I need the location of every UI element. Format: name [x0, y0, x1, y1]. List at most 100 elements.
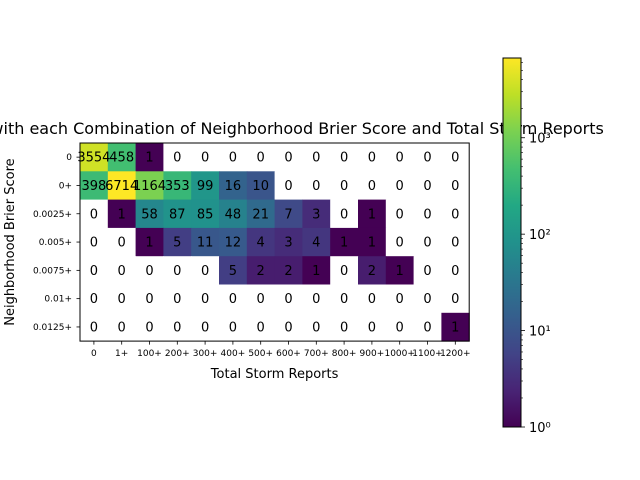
cell-value-label: 85 — [197, 207, 214, 222]
heatmap-cell — [302, 199, 331, 229]
cell-value-label: 0 — [312, 320, 320, 335]
x-tick-label: 1200+ — [440, 349, 470, 359]
cell-value-label: 2 — [284, 264, 292, 279]
cell-value-label: 3 — [312, 207, 320, 222]
heatmap-cell — [246, 312, 276, 342]
x-tick-label: 700+ — [304, 349, 329, 359]
x-tick-label: 0 — [91, 349, 97, 359]
heatmap-cell — [246, 143, 276, 172]
cell-value-label: 0 — [229, 292, 237, 307]
cell-value-label: 0 — [201, 320, 209, 335]
x-tick-label: 600+ — [276, 349, 301, 359]
cell-value-label: 0 — [118, 320, 126, 335]
cell-value-label: 1164 — [133, 179, 166, 194]
cell-value-label: 0 — [118, 292, 126, 307]
heatmap-cell — [163, 284, 192, 314]
colorbar-tick-label: 10² — [529, 228, 551, 243]
heatmap-cell — [274, 171, 303, 201]
cell-value-label: 16 — [225, 179, 242, 194]
heatmap-cell — [413, 171, 442, 201]
cell-value-label: 7 — [284, 207, 292, 222]
heatmap-cell — [163, 199, 192, 229]
cell-value-label: 0 — [368, 151, 376, 166]
x-tick-label: 400+ — [221, 349, 246, 359]
cell-value-label: 0 — [284, 179, 292, 194]
y-axis-label: Neighborhood Brier Score — [3, 158, 18, 325]
colorbar-tick-label: 10³ — [529, 132, 551, 147]
cell-value-label: 0 — [423, 179, 431, 194]
heatmap-cell — [330, 312, 359, 342]
heatmap-cell — [413, 227, 442, 257]
heatmap-cell — [413, 143, 442, 172]
cell-value-label: 0 — [257, 292, 265, 307]
cell-value-label: 0 — [145, 320, 153, 335]
cell-value-label: 0 — [312, 151, 320, 166]
cell-value-label: 0 — [90, 207, 98, 222]
heatmap-cell — [385, 143, 415, 172]
heatmap-cell — [107, 227, 137, 257]
heatmap-cell — [107, 256, 137, 285]
cell-value-label: 0 — [90, 292, 98, 307]
heatmap-cell — [219, 256, 248, 285]
heatmap-cell — [302, 284, 331, 314]
cell-value-label: 0 — [173, 320, 181, 335]
y-tick-label: 0.0125+ — [33, 323, 72, 333]
cell-value-label: 0 — [451, 236, 459, 251]
heatmap-cell — [80, 171, 109, 201]
heatmap-cell — [163, 171, 192, 201]
chart-title: Days with each Combination of Neighborho… — [0, 119, 604, 138]
heatmap-cell — [163, 227, 192, 257]
heatmap-cell — [330, 256, 359, 285]
heatmap-cell — [274, 284, 303, 314]
y-axis-ticks: 0 0+ 0.0025+ 0.005+ 0.0075+ 0.01+ 0.0125+ — [33, 153, 80, 333]
heatmap-cell — [107, 284, 137, 314]
heatmap-cell — [246, 227, 276, 257]
cell-value-label: 1 — [312, 264, 320, 279]
cell-value-label: 0 — [90, 320, 98, 335]
colorbar-tick-label: 10⁰ — [529, 421, 551, 436]
heatmap-cell — [413, 256, 442, 285]
cell-value-label: 3554 — [77, 151, 110, 166]
heatmap-cell — [163, 312, 192, 342]
cell-value-label: 0 — [312, 292, 320, 307]
cell-value-label: 0 — [340, 264, 348, 279]
heatmap-cell — [385, 312, 415, 342]
cell-value-label: 1 — [340, 236, 348, 251]
cell-value-label: 0 — [396, 179, 404, 194]
cell-value-label: 1 — [118, 207, 126, 222]
heatmap-cell — [80, 312, 109, 342]
heatmap-cell — [107, 171, 137, 201]
cell-value-label: 0 — [340, 292, 348, 307]
cell-value-label: 6714 — [105, 179, 138, 194]
heatmap-cell — [385, 256, 415, 285]
heatmap-cell — [358, 199, 387, 229]
cell-value-label: 0 — [173, 264, 181, 279]
heatmap-cell — [191, 199, 220, 229]
cell-value-label: 0 — [145, 292, 153, 307]
cell-value-label: 0 — [451, 292, 459, 307]
heatmap-cell — [80, 227, 109, 257]
cell-value-label: 0 — [90, 236, 98, 251]
cell-value-label: 0 — [423, 151, 431, 166]
cell-value-label: 4 — [257, 236, 265, 251]
cell-value-label: 0 — [451, 264, 459, 279]
heatmap-cell — [191, 256, 220, 285]
heatmap-cell — [191, 143, 220, 172]
cell-value-label: 2 — [257, 264, 265, 279]
heatmap-cell — [246, 284, 276, 314]
heatmap-cell — [441, 312, 470, 342]
heatmap-cell — [358, 227, 387, 257]
heatmap-cell — [246, 199, 276, 229]
x-tick-label: 100+ — [137, 349, 162, 359]
cell-value-label: 0 — [340, 320, 348, 335]
cell-value-label: 1 — [368, 207, 376, 222]
y-tick-label: 0.01+ — [44, 295, 72, 305]
x-tick-label: 1+ — [115, 349, 128, 359]
cell-value-label: 458 — [109, 151, 134, 166]
heatmap-cell — [191, 312, 220, 342]
cell-value-label: 0 — [257, 151, 265, 166]
cell-value-label: 0 — [145, 264, 153, 279]
heatmap-cell — [135, 256, 164, 285]
heatmap-cell — [358, 256, 387, 285]
